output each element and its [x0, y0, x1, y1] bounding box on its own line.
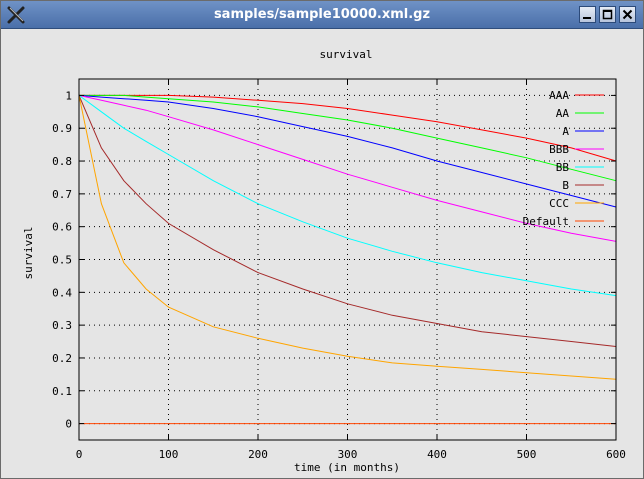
legend-label-aaa: AAA	[549, 89, 569, 102]
survival-chart: survival time (in months) survival 0 100 2…	[22, 48, 626, 474]
series-line-b	[78, 95, 617, 347]
y-tick-label: 0.1	[52, 385, 72, 398]
close-icon	[622, 9, 633, 20]
y-tick-label: 0.8	[52, 155, 72, 168]
legend-label-default: Default	[523, 215, 569, 228]
y-tick-label: 0.4	[52, 286, 72, 299]
y-tick-label: 0.6	[52, 221, 72, 234]
legend-label-a: A	[562, 125, 569, 138]
y-tick-label: 0.2	[52, 352, 72, 365]
y-axis-label: survival	[22, 227, 35, 280]
series-line-aaa	[79, 94, 617, 162]
maximize-icon	[602, 9, 613, 20]
y-tick-label: 0.9	[52, 122, 72, 135]
legend-label-ccc: CCC	[549, 197, 569, 210]
series-line-aa	[79, 94, 617, 182]
y-tick-label: 1	[65, 89, 72, 102]
grid	[79, 79, 616, 440]
minimize-button[interactable]	[579, 6, 596, 23]
y-tick-label: 0.7	[52, 188, 72, 201]
series-line-bb	[78, 94, 617, 297]
legend-label-bbb: BBB	[549, 143, 569, 156]
x-tick-label: 0	[76, 448, 83, 461]
x-tick-label: 500	[517, 448, 537, 461]
chart-title: survival	[320, 48, 373, 61]
titlebar[interactable]: samples/sample10000.xml.gz	[1, 1, 643, 29]
y-tick-label: 0	[65, 418, 72, 431]
x-close-app-icon[interactable]	[6, 5, 26, 25]
y-tick-label: 0.5	[52, 254, 72, 267]
legend-label-bb: BB	[556, 161, 570, 174]
close-button[interactable]	[619, 6, 636, 23]
x-tick-label: 200	[248, 448, 268, 461]
x-tick-label: 300	[338, 448, 358, 461]
x-tick-label: 600	[606, 448, 626, 461]
maximize-button[interactable]	[599, 6, 616, 23]
x-axis-label: time (in months)	[294, 461, 400, 474]
legend-label-b: B	[562, 179, 569, 192]
legend-label-aa: AA	[556, 107, 570, 120]
series-line-bbb	[78, 94, 617, 242]
series-group	[78, 94, 617, 425]
minimize-icon	[583, 17, 591, 19]
tick-labels: 0 100 200 300 400 500 600 0 0.1 0.2 0.3 0.4 0.5 0.6 0.…	[52, 79, 626, 461]
window-title: samples/sample10000.xml.gz	[213, 7, 431, 22]
series-line-ccc	[78, 95, 617, 380]
series-line-a	[78, 94, 617, 208]
x-tick-label: 400	[427, 448, 447, 461]
x-tick-label: 100	[159, 448, 179, 461]
y-tick-label: 0.3	[52, 319, 72, 332]
